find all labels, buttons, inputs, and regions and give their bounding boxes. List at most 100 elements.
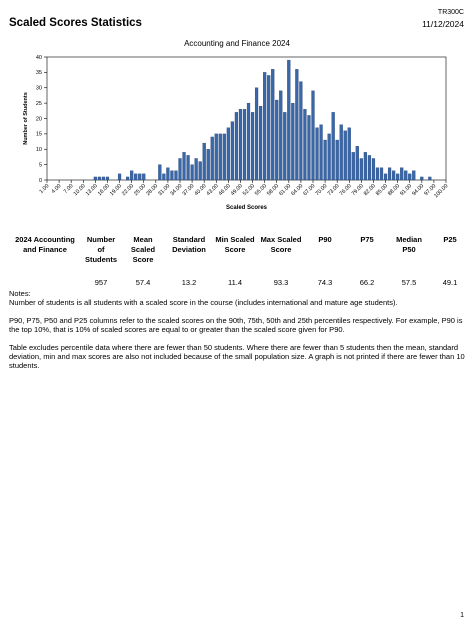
histogram-bar <box>134 173 138 181</box>
histogram-bar <box>343 130 347 181</box>
histogram-bar <box>267 75 271 181</box>
histogram-bar <box>303 109 307 181</box>
x-tick-label: 64.00 <box>290 183 304 197</box>
x-tick-label: 22.00 <box>121 183 135 197</box>
y-tick-label: 40 <box>36 55 42 61</box>
histogram-bar <box>335 139 339 181</box>
histogram-bar <box>230 121 234 181</box>
note-exclusions: Table excludes percentile data where the… <box>9 343 465 370</box>
x-tick-label: 58.00 <box>266 183 280 197</box>
header-p25: P25 <box>443 235 457 244</box>
y-tick-label: 10 <box>36 147 42 153</box>
cell-p75: 66.2 <box>359 278 375 287</box>
histogram-bar <box>307 115 311 181</box>
histogram-bar <box>299 81 303 181</box>
x-tick-label: 76.00 <box>339 183 353 197</box>
histogram-bar <box>105 176 110 181</box>
histogram-bar <box>202 142 206 181</box>
histogram-bar <box>162 173 166 181</box>
histogram-bar <box>392 170 396 181</box>
x-tick-label: 1.00 <box>39 183 51 195</box>
histogram-bar <box>198 161 202 181</box>
histogram-bar <box>190 164 194 181</box>
x-tick-label: 94.00 <box>411 183 425 197</box>
histogram-bar <box>222 133 226 181</box>
histogram-bar <box>367 155 372 181</box>
histogram-bar <box>242 109 247 181</box>
header-mean-scaled-score: Mean Scaled Score <box>130 235 156 264</box>
table-row: 957 57.4 13.2 11.4 93.3 74.3 66.2 57.5 4… <box>8 278 470 287</box>
y-axis-label: Number of Students <box>23 92 29 145</box>
report-date: 11/12/2024 <box>422 19 464 29</box>
cell-min-scaled-score: 11.4 <box>227 278 243 287</box>
y-tick-label: 15 <box>36 132 42 138</box>
histogram-bar <box>428 176 432 181</box>
histogram-bar <box>295 69 299 181</box>
histogram-bars <box>93 59 432 181</box>
histogram-bar <box>359 158 363 181</box>
x-tick-label: 43.00 <box>206 183 220 197</box>
histogram-bar <box>238 109 243 181</box>
cell-median-p50: 57.5 <box>401 278 417 287</box>
cell-p25: 49.1 <box>442 278 458 287</box>
histogram-bar <box>412 170 416 181</box>
notes-heading: Notes: <box>9 289 31 298</box>
histogram-bar <box>323 139 327 181</box>
histogram-bar <box>319 124 323 181</box>
histogram-bar <box>142 173 146 181</box>
x-tick-label: 37.00 <box>182 183 196 197</box>
histogram-bar <box>210 136 214 181</box>
x-tick-label: 55.00 <box>254 183 268 197</box>
x-tick-label: 10.00 <box>73 183 87 197</box>
x-tick-label: 13.00 <box>85 183 99 197</box>
histogram-bar <box>182 152 186 181</box>
report-code: TR300C <box>437 9 464 16</box>
histogram-bar <box>158 164 162 181</box>
histogram-bar <box>363 152 367 181</box>
histogram-bar <box>283 112 287 181</box>
y-tick-label: 5 <box>39 162 42 168</box>
histogram-bar <box>387 167 392 181</box>
histogram-bar <box>404 170 408 181</box>
x-tick-label: 16.00 <box>97 183 111 197</box>
y-tick-label: 30 <box>36 86 42 92</box>
histogram-bar <box>101 176 106 181</box>
cell-standard-deviation: 13.2 <box>181 278 197 287</box>
histogram-bar <box>355 146 359 181</box>
header-min-scaled-score: Min Scaled Score <box>215 235 255 254</box>
histogram-bar <box>263 72 267 181</box>
x-tick-label: 100.00 <box>433 183 449 199</box>
x-tick-label: 79.00 <box>351 183 365 197</box>
x-tick-label: 4.00 <box>51 183 63 195</box>
cell-course <box>8 278 82 287</box>
header-p90: P90 <box>318 235 332 244</box>
histogram-bar <box>166 167 170 181</box>
histogram-bar <box>218 133 222 181</box>
histogram-bar <box>400 167 404 181</box>
histogram-bar <box>331 112 335 181</box>
histogram-bar <box>271 69 275 181</box>
cell-p90: 74.3 <box>317 278 333 287</box>
header-course: 2024 Accounting and Finance <box>15 235 75 254</box>
x-tick-label: 28.00 <box>145 183 159 197</box>
histogram-bar <box>327 133 331 181</box>
x-tick-label: 70.00 <box>315 183 329 197</box>
x-tick-label: 61.00 <box>278 183 292 197</box>
histogram-bar <box>291 102 295 181</box>
cell-number-of-students: 957 <box>94 278 108 287</box>
report-title: Scaled Scores Statistics <box>9 17 142 29</box>
histogram-bar <box>371 158 376 181</box>
x-axis-label: Scaled Scores <box>226 205 268 211</box>
histogram-bar <box>130 170 134 181</box>
x-tick-label: 82.00 <box>363 183 377 197</box>
header-median-p50: Median P50 <box>396 235 422 254</box>
histogram-bar <box>126 176 130 181</box>
histogram-bar <box>178 158 182 181</box>
x-tick-label: 40.00 <box>194 183 208 197</box>
histogram-bar <box>279 90 283 181</box>
plot-frame <box>46 56 447 181</box>
x-tick-label: 85.00 <box>375 183 389 197</box>
histogram-bar <box>138 173 142 181</box>
histogram-bar <box>311 90 315 181</box>
